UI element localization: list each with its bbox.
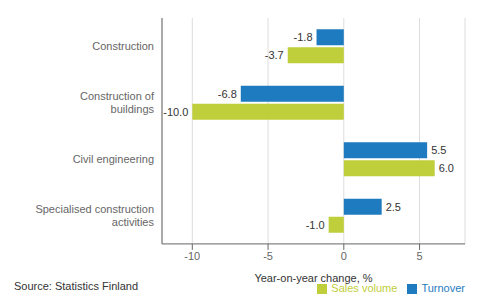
svg-text:-10.0: -10.0 [163,106,188,118]
svg-text:5.5: 5.5 [431,144,446,156]
svg-text:Construction: Construction [92,40,154,52]
svg-text:-6.8: -6.8 [218,88,237,100]
svg-text:Specialised constructionactivi: Specialised constructionactivities [35,203,154,228]
svg-text:Year-on-year change, %: Year-on-year change, % [254,272,372,284]
svg-text:-1.8: -1.8 [294,31,313,43]
svg-text:2.5: 2.5 [386,201,401,213]
svg-text:6.0: 6.0 [439,162,454,174]
svg-text:-1.0: -1.0 [306,219,325,231]
svg-text:5: 5 [416,250,422,262]
svg-text:-10: -10 [184,250,200,262]
html-text:Turnover: Turnover [421,281,465,294]
svg-text:-3.7: -3.7 [265,49,284,61]
svg-text:Construction ofbuildings: Construction ofbuildings [80,90,155,115]
svg-text:-5: -5 [263,250,273,262]
svg-text:Civil engineering: Civil engineering [73,153,154,165]
html-text:Sales volume: Sales volume [331,281,398,294]
svg-text:0: 0 [341,250,347,262]
html-text:Source: Statistics Finland: Source: Statistics Finland [14,280,139,292]
